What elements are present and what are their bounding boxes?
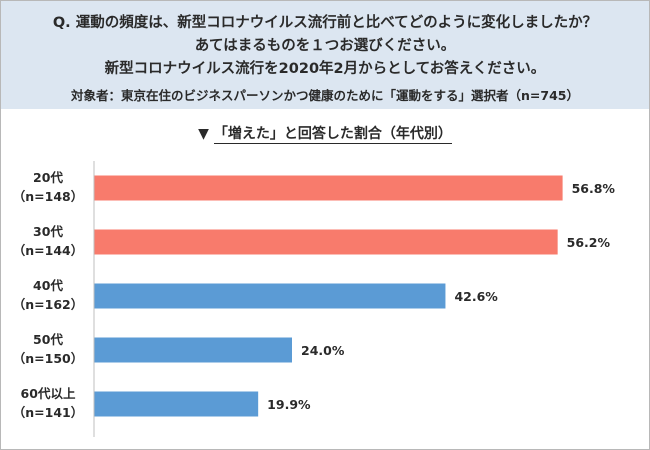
chart-title: ▼ 「増えた」と回答した割合（年代別） (1, 123, 649, 144)
bar-1 (94, 175, 563, 201)
title-marker: ▼ (198, 126, 209, 142)
category-label-5: 60代以上 (21, 386, 76, 401)
bar-5 (94, 391, 259, 417)
value-label-4: 24.0% (301, 343, 345, 358)
category-label-1: 20代 (33, 170, 63, 185)
category-label-4: 50代 (33, 332, 63, 347)
chart-title-text: 「増えた」と回答した割合（年代別） (213, 126, 452, 144)
value-label-1: 56.8% (572, 181, 616, 196)
question-line-1: Q. 運動の頻度は、新型コロナウイルス流行前と比べてどのように変化しましたか？ (52, 15, 598, 31)
sample-size-label-1: （n=148） (13, 189, 83, 204)
question-header: Q. 運動の頻度は、新型コロナウイルス流行前と比べてどのように変化しましたか？ … (1, 1, 649, 109)
question-line-3: 新型コロナウイルス流行を2020年2月からとしてお答えください。 (104, 61, 546, 77)
value-label-3: 42.6% (454, 289, 498, 304)
sample-size-label-2: （n=144） (13, 243, 83, 258)
category-label-3: 40代 (33, 278, 63, 293)
value-label-2: 56.2% (567, 235, 611, 250)
sample-size-label-4: （n=150） (13, 351, 83, 366)
bar-3 (94, 283, 446, 309)
value-label-5: 19.9% (267, 397, 311, 412)
question-line-2: あてはまるものを１つお選びください。 (194, 38, 456, 54)
bars-group: 20代 （n=148） 56.8% 30代 （n=144） 56.2% 40代 （n=162）… (13, 161, 616, 437)
bar-2 (94, 229, 558, 255)
respondent-target: 対象者：東京在住のビジネスパーソンかつ健康のために「運動をする」選択者（n=74… (71, 88, 579, 103)
sample-size-label-5: （n=141） (13, 405, 83, 420)
sample-size-label-3: （n=162） (13, 297, 83, 312)
bar-4 (94, 337, 292, 363)
category-label-2: 30代 (33, 224, 63, 239)
